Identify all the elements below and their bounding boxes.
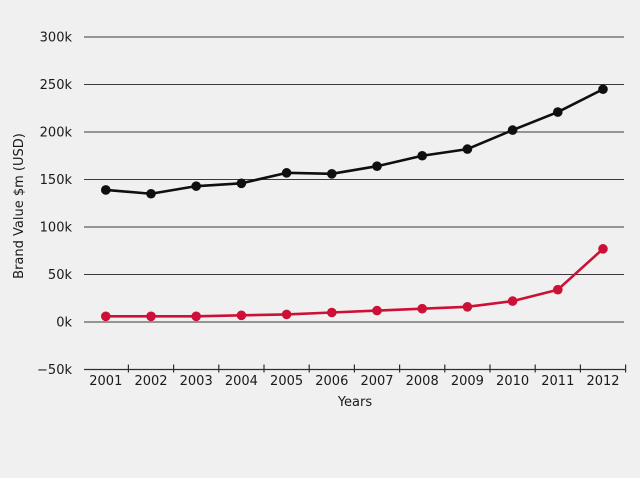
y-tick-label: 0k	[56, 316, 72, 331]
black-series-point	[327, 169, 337, 179]
black-series-point	[507, 125, 518, 135]
x-tick-label: 2010	[496, 374, 529, 389]
x-tick-label: 2004	[225, 374, 258, 389]
black-series-point	[598, 84, 608, 95]
x-axis-title: Years	[337, 395, 373, 410]
x-tick-label: 2012	[586, 374, 619, 389]
black-series-point	[191, 181, 201, 191]
black-series-point	[462, 144, 473, 154]
x-tick-label: 2005	[270, 374, 303, 389]
black-series-point	[146, 188, 156, 199]
red-series-point	[236, 310, 247, 321]
x-tick-label: 2003	[180, 374, 213, 389]
red-series-point	[417, 303, 428, 314]
y-tick-label: 150k	[40, 173, 73, 188]
red-series-point	[146, 311, 156, 322]
black-series-point	[281, 168, 292, 178]
red-series-line	[104, 247, 605, 318]
x-tick-label: 2009	[451, 374, 484, 389]
y-tick-label: 250k	[40, 78, 73, 93]
red-series-point	[191, 311, 201, 322]
x-tick-label: 2002	[134, 374, 167, 389]
x-tick-label: 2001	[89, 374, 122, 389]
red-series-point	[101, 311, 111, 322]
x-tick-label: 2008	[406, 374, 439, 389]
black-series-point	[101, 185, 111, 195]
black-series-point	[236, 178, 247, 189]
x-tick-label: 2006	[315, 374, 348, 389]
black-series-line	[104, 87, 605, 196]
black-series-point	[372, 161, 382, 171]
y-axis-title: Brand Value $m (USD)	[12, 133, 27, 279]
black-series-point	[417, 150, 428, 161]
y-tick-label: 300k	[40, 31, 73, 46]
x-tick-label: 2011	[541, 374, 574, 389]
red-series-point	[553, 284, 563, 295]
red-series-point	[372, 305, 382, 316]
red-series-point	[462, 302, 473, 312]
y-tick-label: −50k	[37, 363, 72, 378]
y-tick-label: 50k	[48, 268, 73, 283]
red-series-point	[507, 296, 518, 306]
red-series-point	[598, 244, 608, 254]
black-series-point	[553, 107, 563, 117]
x-tick-label: 2007	[360, 374, 393, 389]
red-series-point	[281, 309, 292, 320]
red-series-point	[327, 307, 337, 318]
y-tick-label: 100k	[40, 221, 73, 236]
y-tick-label: 200k	[40, 126, 73, 141]
